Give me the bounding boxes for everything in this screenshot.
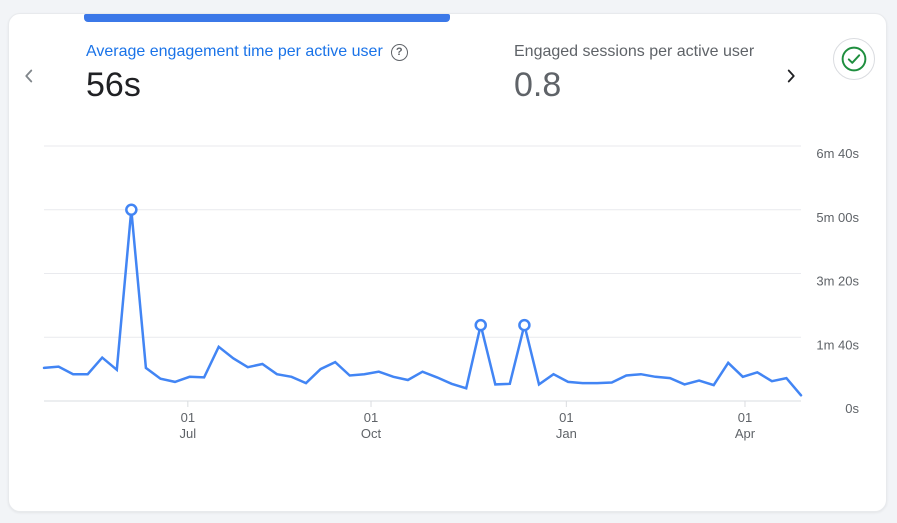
- kpi-title-engaged-sessions[interactable]: Engaged sessions per active user: [514, 43, 755, 60]
- overview-card: 6m 40s 5m 00s 3m 20s 1m 40s 0s 01 Jul 01 Oct 01 Ja…: [8, 13, 887, 512]
- carousel-next-button[interactable]: [777, 62, 805, 90]
- engagement-time-line: [42, 209, 803, 397]
- x-axis-label-day: 01: [559, 410, 573, 425]
- kpi-average-engagement-time: Average engagement time per active user …: [86, 41, 408, 105]
- x-axis-label-day: 01: [738, 410, 752, 425]
- anomaly-marker[interactable]: [125, 203, 138, 216]
- y-axis-label: 1m 40s: [816, 337, 859, 352]
- kpi-title-row: Engaged sessions per active user: [514, 41, 770, 63]
- carousel-prev-button[interactable]: [15, 62, 43, 90]
- anomaly-marker[interactable]: [518, 318, 531, 332]
- kpi-value-engaged-sessions: 0.8: [514, 66, 562, 104]
- y-axis-label: 5m 00s: [816, 210, 859, 225]
- kpi-title-average-engagement-time[interactable]: Average engagement time per active user: [86, 43, 383, 60]
- chevron-right-icon: [787, 69, 795, 83]
- carousel-scroll-indicator[interactable]: [84, 14, 450, 22]
- x-axis-label-day: 01: [181, 410, 195, 425]
- kpi-engaged-sessions: Engaged sessions per active user 0.8: [514, 41, 770, 105]
- x-axis-label-month: Apr: [735, 426, 756, 441]
- x-axis-label-day: 01: [364, 410, 378, 425]
- chevron-left-icon: [25, 69, 33, 83]
- x-axis-label-month: Jan: [556, 426, 577, 441]
- y-axis-label: 6m 40s: [816, 146, 859, 161]
- anomaly-marker[interactable]: [474, 318, 487, 332]
- y-axis-label: 3m 20s: [816, 274, 859, 289]
- x-axis-label-month: Jul: [180, 426, 197, 441]
- x-axis-label-month: Oct: [361, 426, 382, 441]
- circled-checkmark-icon: [841, 46, 867, 72]
- anomaly-check-button[interactable]: [833, 38, 875, 80]
- help-icon[interactable]: ?: [390, 43, 408, 61]
- kpi-value-average-engagement-time: 56s: [86, 66, 141, 104]
- y-axis-label: 0s: [845, 401, 859, 416]
- kpi-title-row: Average engagement time per active user …: [86, 41, 408, 63]
